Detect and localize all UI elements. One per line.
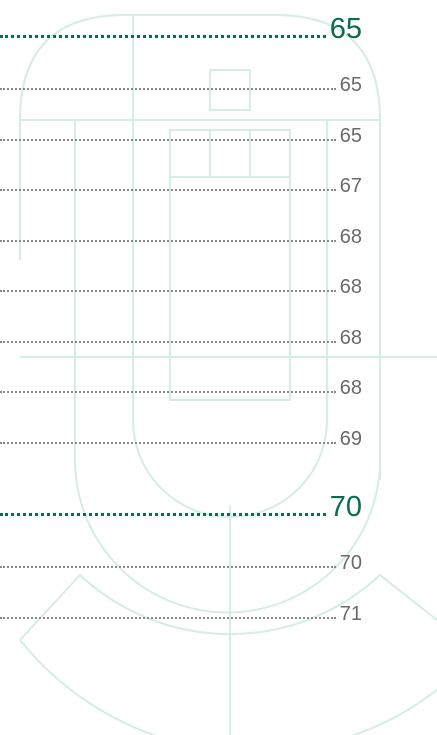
dot-leader — [0, 513, 326, 516]
outline — [209, 69, 251, 111]
dot-leader — [0, 138, 336, 141]
dot-leader — [0, 239, 336, 242]
outline — [74, 120, 381, 614]
dot-leader — [0, 566, 336, 568]
dot-leader — [0, 35, 326, 38]
toc-entry: 68 — [0, 327, 362, 349]
toc-entry: 67 — [0, 175, 362, 197]
dot-leader — [0, 189, 336, 191]
page-number: 68 — [339, 225, 362, 248]
dot-leader — [0, 391, 336, 393]
page-number: 67 — [339, 175, 362, 197]
page-number: 70 — [339, 552, 362, 574]
dot-leader — [0, 441, 336, 444]
toc-entry: 71 — [0, 603, 362, 625]
toc-entry: 68 — [0, 377, 362, 399]
dot-leader — [0, 88, 336, 90]
toc-entry: 69 — [0, 428, 362, 450]
page-number: 65 — [329, 13, 362, 45]
page-number: 65 — [339, 74, 362, 96]
page-number: 68 — [339, 377, 362, 399]
page-number: 69 — [339, 427, 362, 450]
outline — [19, 14, 381, 480]
toc-entry: 68 — [0, 276, 362, 298]
toc-entry: 68 — [0, 226, 362, 248]
dot-leader — [0, 290, 336, 292]
section-entry: 70 — [0, 492, 362, 522]
outline — [169, 129, 291, 401]
toc-entry: 70 — [0, 552, 362, 574]
page-number: 70 — [329, 491, 362, 523]
outline — [19, 573, 437, 641]
toc-entry: 65 — [0, 74, 362, 96]
dot-leader — [0, 340, 336, 343]
section-entry: 65 — [0, 14, 362, 44]
page-number: 65 — [339, 124, 362, 147]
outline — [19, 639, 437, 735]
toc-entry: 65 — [0, 125, 362, 147]
page-number: 71 — [339, 602, 362, 625]
page-number: 68 — [339, 326, 362, 349]
dot-leader — [0, 616, 336, 619]
page-number: 68 — [339, 276, 362, 298]
